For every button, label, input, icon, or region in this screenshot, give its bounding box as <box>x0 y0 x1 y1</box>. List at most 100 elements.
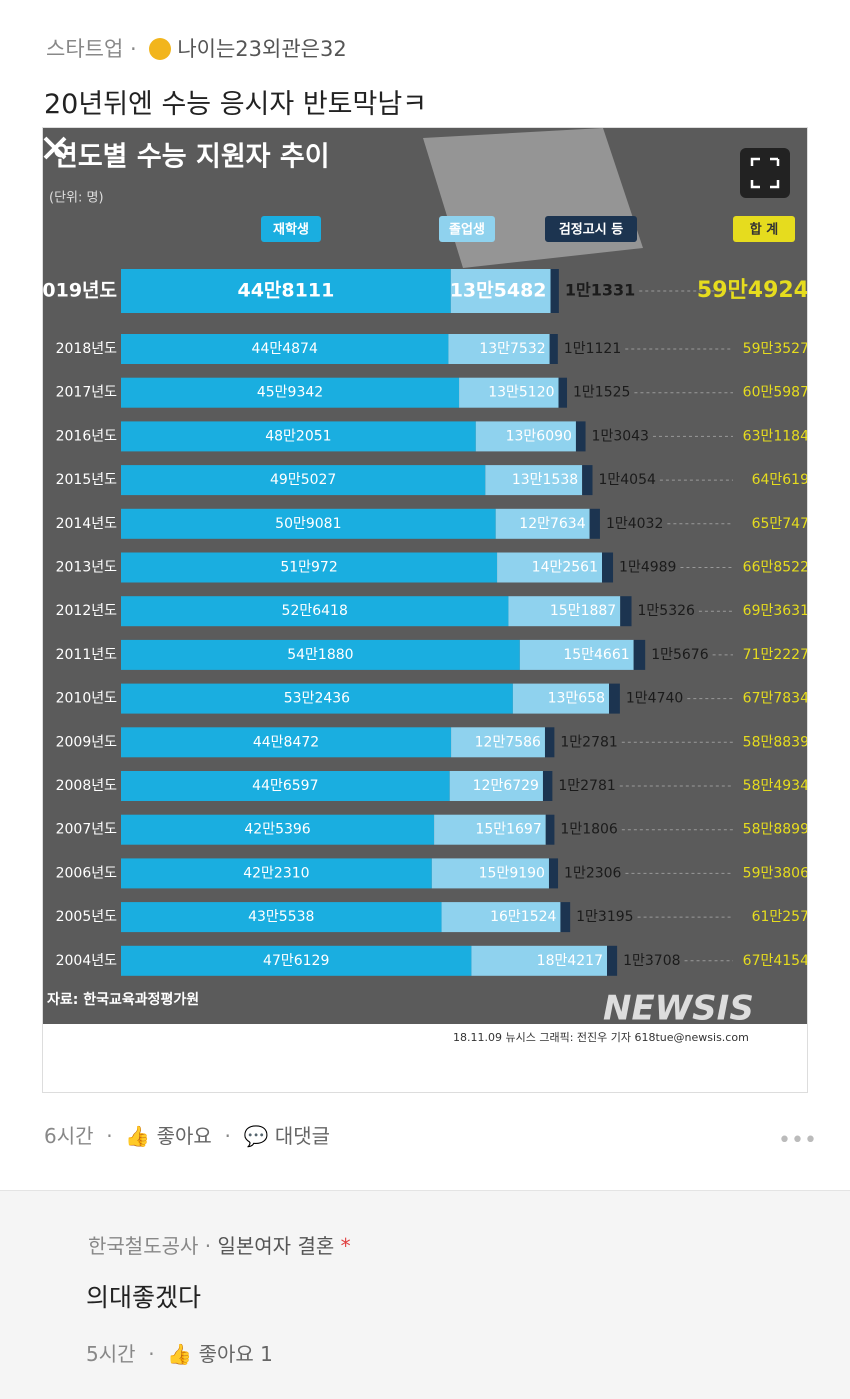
chart-subtitle: (단위: 명) <box>49 191 104 206</box>
category-label: 2016년도 <box>56 428 118 444</box>
category-label: 2019년도 <box>43 280 117 302</box>
footer-bg <box>43 1024 807 1092</box>
value-label: 49만5027 <box>270 472 336 488</box>
bar-segment <box>449 771 543 801</box>
value-label: 52만6418 <box>282 603 348 619</box>
category-label: 2014년도 <box>56 516 118 532</box>
value-label: 1만1121 <box>564 341 621 357</box>
bar-segment <box>121 858 432 889</box>
category-label: 2006년도 <box>56 865 118 881</box>
bar-segment <box>542 771 553 801</box>
bar-segment <box>633 639 646 670</box>
value-label: 13만1538 <box>512 472 578 488</box>
value-label: 13만658 <box>548 691 605 707</box>
reply-label: 대댓글 <box>274 1124 331 1148</box>
value-label: 43만5538 <box>248 909 314 925</box>
bar-segment <box>620 596 632 627</box>
legend-badge <box>439 216 495 242</box>
bar-segment <box>121 508 496 539</box>
chart: 연도별 수능 지원자 추이 (단위: 명) 자료: 한국교육과정평가원 NEWS… <box>43 128 808 1092</box>
bar-segment <box>121 727 452 758</box>
bar-segment <box>471 945 608 976</box>
bar-segment <box>121 552 498 583</box>
comment-text: 의대좋겠다 <box>86 1283 202 1312</box>
legend-badge <box>261 216 321 242</box>
legend-label: 재학생 <box>273 222 309 238</box>
legend-badge <box>545 216 637 242</box>
total-label: 58만8899 <box>743 822 808 838</box>
author[interactable]: 나이는23외관은32 <box>177 37 347 61</box>
category-label: 2010년도 <box>56 691 118 707</box>
comment-time: 5시간 <box>86 1342 136 1366</box>
value-label: 1만3195 <box>576 909 633 925</box>
value-label: 1만1806 <box>560 822 618 838</box>
value-label: 1만5676 <box>651 647 709 663</box>
category-label: 2012년도 <box>56 603 118 619</box>
bar-segment <box>450 269 551 313</box>
bar-segment <box>121 334 449 364</box>
bar-segment <box>121 639 520 670</box>
total-label: 59만3527 <box>743 341 808 357</box>
total-label: 64만619 <box>752 472 808 488</box>
value-label: 1만2306 <box>564 865 622 881</box>
value-label: 1만3708 <box>623 953 680 969</box>
total-label: 61만257 <box>752 909 808 925</box>
comment-meta: 한국철도공사 · 일본여자 결혼 * <box>88 1234 351 1258</box>
value-label: 15만1697 <box>475 822 541 838</box>
comment-area <box>0 1190 850 1399</box>
bar-segment <box>121 814 435 845</box>
legend-label: 합 계 <box>750 222 778 238</box>
bar-segment <box>434 814 546 845</box>
value-label: 1만1525 <box>573 385 630 401</box>
bar-segment <box>550 269 559 313</box>
comment-author[interactable]: 한국철도공사 <box>88 1234 199 1258</box>
bar-segment <box>544 727 555 758</box>
like-button[interactable]: 👍 좋아요 <box>125 1124 212 1148</box>
close-icon[interactable] <box>43 136 67 160</box>
value-label: 47만6129 <box>263 953 329 969</box>
total-label: 66만8522 <box>743 560 808 576</box>
value-label: 54만1880 <box>287 647 353 663</box>
value-label: 1만4032 <box>606 516 663 532</box>
reply-button[interactable]: 💬 대댓글 <box>243 1124 331 1148</box>
category-label: 2007년도 <box>56 822 118 838</box>
board[interactable]: 스타트업 <box>46 37 124 61</box>
bar-segment <box>459 377 559 408</box>
value-label: 1만4054 <box>598 472 656 488</box>
category-label: 2005년도 <box>56 909 118 925</box>
bar-segment <box>609 683 620 714</box>
total-label: 67만4154 <box>743 953 808 969</box>
value-label: 12만7634 <box>519 516 585 532</box>
post-meta: 스타트업 · 나이는23외관은32 <box>46 37 347 61</box>
total-label: 59만3806 <box>743 865 808 881</box>
value-label: 44만4874 <box>252 341 318 357</box>
bar-segment <box>545 814 555 845</box>
credit: 18.11.09 뉴시스 그래픽: 전진우 기자 618tue@newsis.c… <box>453 1031 749 1044</box>
bar-segment <box>475 421 576 452</box>
author-icon <box>149 38 172 60</box>
bar-segment <box>549 334 558 364</box>
bar-segment <box>560 902 571 933</box>
bar-segment <box>582 465 593 496</box>
value-label: 1만2781 <box>558 778 615 794</box>
bar-segment <box>497 552 603 583</box>
bar-segment <box>121 596 509 627</box>
fullscreen-button[interactable] <box>740 148 790 198</box>
chart-title: 연도별 수능 지원자 추이 <box>53 142 330 173</box>
more-button[interactable]: ••• <box>778 1128 817 1153</box>
bar-segment <box>121 269 451 313</box>
value-label: 14만2561 <box>532 560 598 576</box>
fullscreen-icon <box>750 157 780 189</box>
image[interactable]: 연도별 수능 지원자 추이 (단위: 명) 자료: 한국교육과정평가원 NEWS… <box>42 127 808 1093</box>
category-label: 2008년도 <box>56 778 118 794</box>
bar-segment <box>448 334 550 364</box>
category-label: 2018년도 <box>56 341 118 357</box>
value-label: 42만2310 <box>243 865 309 881</box>
bar-segment <box>441 902 561 933</box>
bar-segment <box>519 639 634 670</box>
total-label: 69만3631 <box>743 603 808 619</box>
comment-like-button[interactable]: 👍 좋아요 1 <box>167 1342 273 1366</box>
total-label: 67만7834 <box>743 691 808 707</box>
bar-segment <box>485 465 583 496</box>
